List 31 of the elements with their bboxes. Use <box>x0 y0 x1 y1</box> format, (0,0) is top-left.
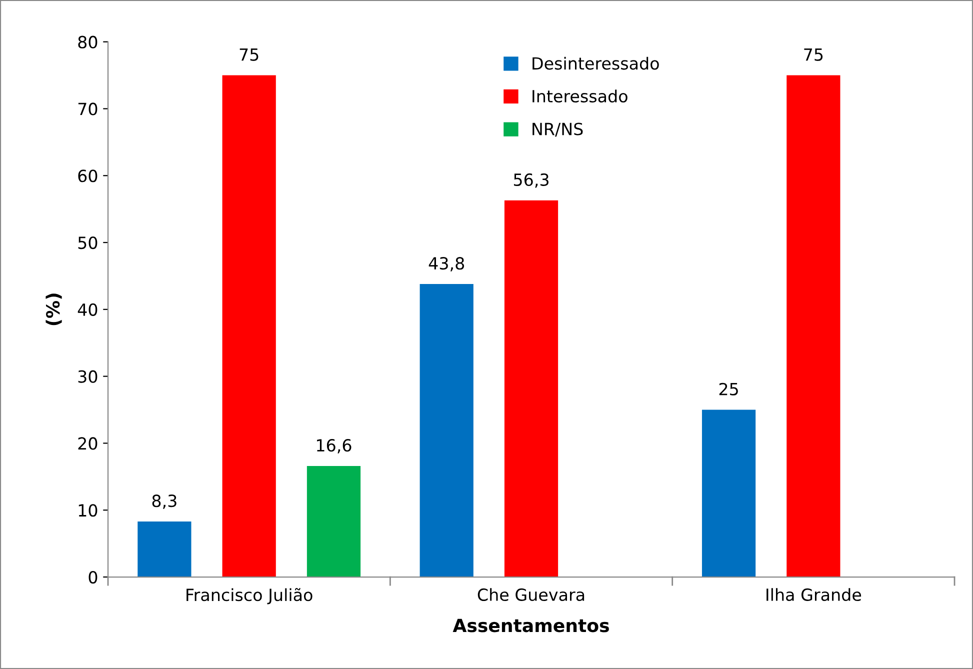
bar <box>306 466 361 578</box>
bar <box>138 521 192 578</box>
bar <box>222 75 276 578</box>
y-tick-label: 60 <box>78 170 98 182</box>
data-label: 8,3 <box>152 494 176 509</box>
y-tick-label: 80 <box>78 36 98 48</box>
data-label: 43,8 <box>428 257 464 272</box>
x-tick-label: Francisco Julião <box>186 588 312 604</box>
y-tick-label: 20 <box>78 437 98 450</box>
bar <box>420 284 474 578</box>
data-label: 25 <box>719 382 738 396</box>
legend-label: Desinteressado <box>532 56 659 70</box>
legend-label: Interessado <box>532 90 628 103</box>
data-label: 56,3 <box>514 173 548 188</box>
bar <box>786 75 840 578</box>
data-label: 75 <box>240 48 258 61</box>
y-tick-label: 0 <box>88 570 98 584</box>
y-tick-label: 50 <box>78 236 98 250</box>
x-tick-label: Che Guevara <box>478 588 584 602</box>
data-label: 75 <box>804 48 823 61</box>
legend-label: NR/NS <box>532 122 583 137</box>
bar <box>504 200 558 578</box>
x-axis-title: Assentamentos <box>452 618 609 632</box>
data-label: 16,6 <box>317 439 352 454</box>
y-tick-label: 30 <box>78 370 98 383</box>
y-tick-label: 10 <box>78 504 98 517</box>
y-tick-label: 40 <box>78 303 98 316</box>
x-tick-label: Ilha Grande <box>766 588 862 602</box>
bar <box>702 410 756 578</box>
y-axis-title: (%) <box>46 294 62 326</box>
y-tick-label: 70 <box>78 102 98 116</box>
